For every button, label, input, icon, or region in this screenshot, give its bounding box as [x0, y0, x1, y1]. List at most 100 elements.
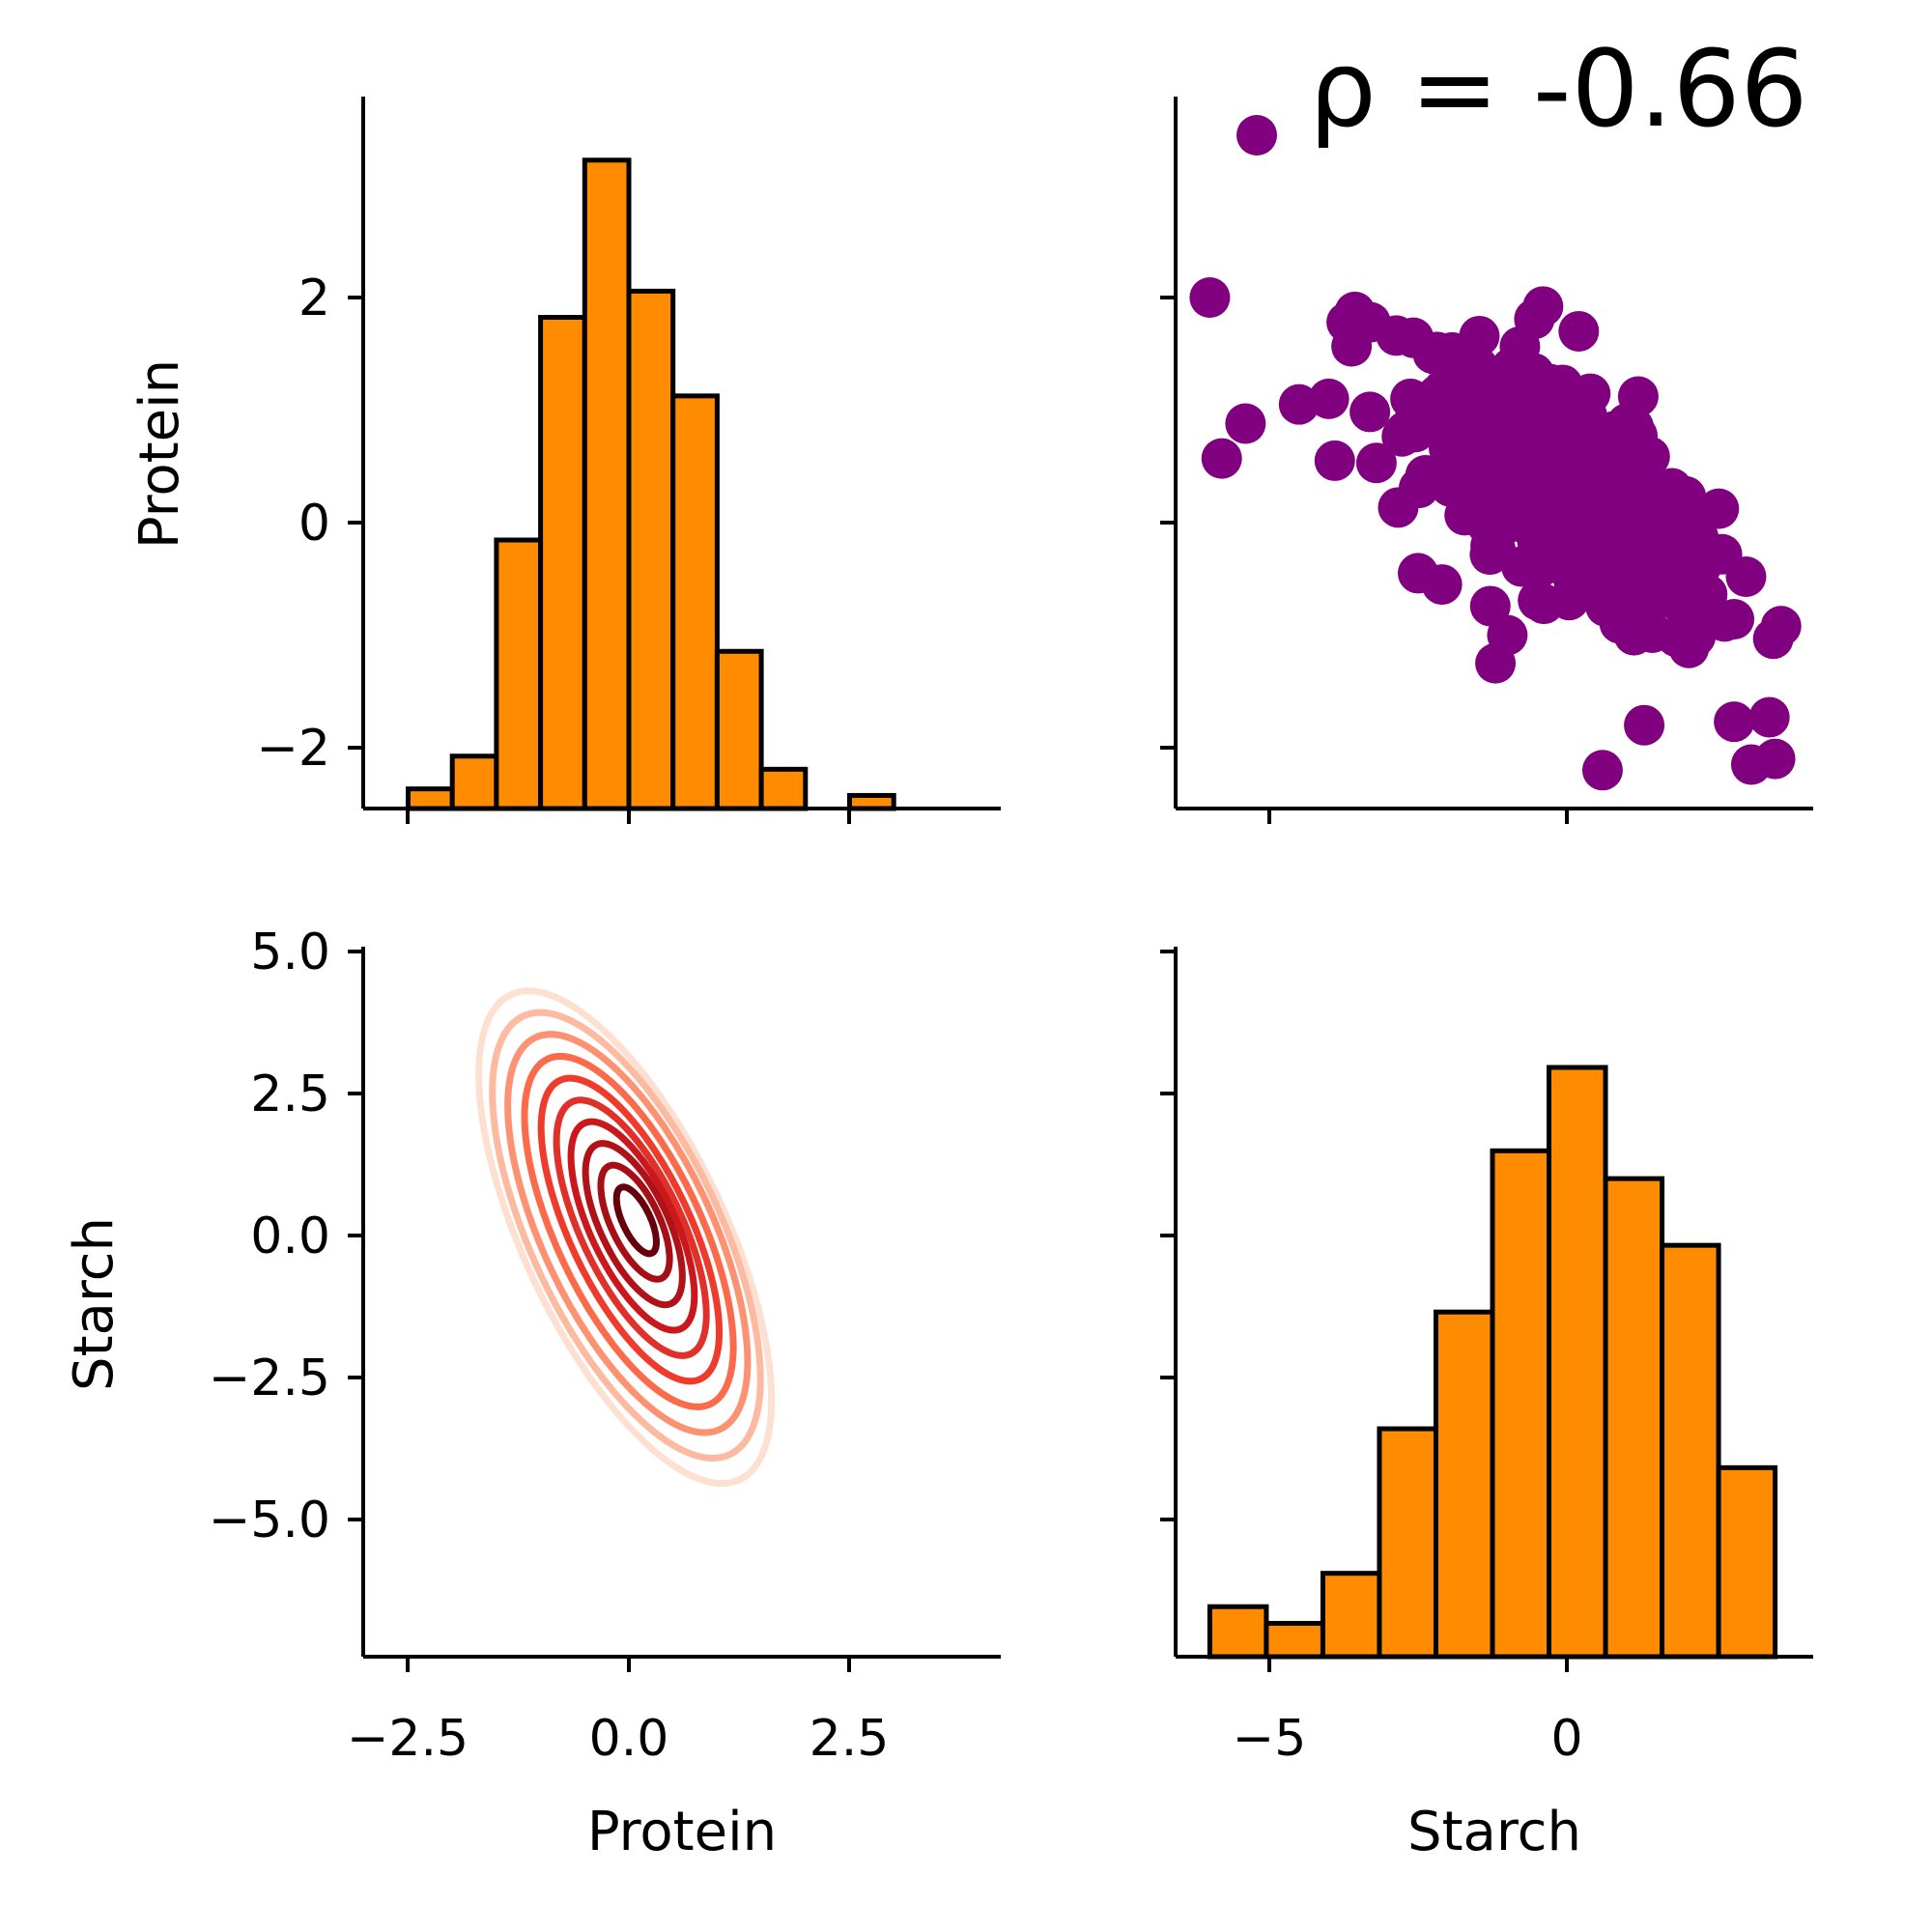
scatter-point [1760, 606, 1802, 647]
bl-xtick-label-2: 0.0 [589, 1710, 669, 1768]
starch-hist-bar [1433, 1309, 1495, 1660]
scatter-point [1381, 415, 1423, 457]
scatter-point [1398, 553, 1438, 594]
scatter-point [1518, 580, 1559, 621]
scatter-point [1487, 614, 1528, 656]
kde-contour-line [553, 1096, 710, 1359]
starch-y-axis-title: Starch [63, 1217, 126, 1391]
scatter-point [1714, 599, 1755, 640]
kde-contour-line [567, 1118, 698, 1334]
scatter-point [1629, 436, 1670, 477]
scatter-point [1350, 391, 1391, 433]
starch-hist-bar [1603, 1176, 1665, 1660]
scatter-point [1601, 509, 1642, 551]
scatter-point [1433, 350, 1474, 391]
protein-histogram-panel: 2 0 −2 Protein [128, 97, 1001, 824]
kde-contour-line [597, 1161, 673, 1283]
tl-ytick-label-2: 0 [298, 495, 330, 553]
protein-hist-bar [714, 648, 764, 811]
starch-hist-bar [1490, 1148, 1552, 1660]
protein-histogram-bars [406, 157, 896, 811]
br-xtick-label-2: 0 [1550, 1710, 1582, 1768]
scatter-point [1714, 701, 1755, 743]
scatter-point [1225, 403, 1266, 444]
scatter-point [1680, 547, 1721, 588]
protein-hist-bar [406, 786, 455, 811]
scatter-point [1698, 488, 1740, 529]
bl-ytick-label-1: 5.0 [250, 923, 330, 981]
scatter-point [1314, 440, 1355, 481]
scatter-point [1640, 548, 1682, 589]
protein-hist-bar [626, 288, 676, 811]
scatter-point [1748, 696, 1790, 738]
scatter-point [1201, 438, 1242, 479]
starch-hist-bar [1716, 1464, 1778, 1660]
scatter-point [1548, 452, 1590, 494]
rho-legend-marker [1236, 115, 1277, 156]
scatter-point [1502, 438, 1544, 479]
scatter-point [1661, 583, 1702, 625]
starch-hist-bar [1264, 1620, 1325, 1660]
bl-ytick-label-3: 0.0 [250, 1208, 330, 1265]
starch-histogram-panel: −5 0 Starch [1160, 947, 1813, 1863]
scatter-point [1522, 286, 1564, 327]
scatter-point [1447, 396, 1489, 438]
starch-hist-bar [1547, 1065, 1608, 1660]
kde-contour-line [582, 1140, 686, 1309]
kde-contour-line [537, 1074, 724, 1385]
scatter-point [1570, 373, 1611, 414]
kde-contours [475, 987, 776, 1488]
protein-hist-bar [670, 393, 720, 811]
scatter-point [1378, 487, 1419, 528]
scatter-point [1484, 500, 1525, 542]
correlation-annotation: ρ = -0.66 [1309, 27, 1808, 151]
bl-ytick-label-2: 2.5 [250, 1065, 330, 1123]
scatter-point [1390, 378, 1432, 419]
scatter-point [1189, 277, 1231, 318]
scatter-point [1472, 453, 1514, 495]
protein-x-axis-title: Protein [587, 1801, 777, 1863]
starch-hist-bar [1207, 1604, 1269, 1660]
scatter-points [1189, 277, 1802, 791]
starch-hist-bar [1320, 1571, 1382, 1660]
tl-ytick-label-1: 2 [298, 270, 330, 327]
kde-contour-line [612, 1183, 660, 1258]
starch-histogram-bars [1207, 1065, 1778, 1660]
bl-ytick-label-4: −2.5 [209, 1350, 330, 1407]
bl-xtick-label-1: −2.5 [347, 1710, 469, 1768]
scatter-point [1658, 477, 1699, 519]
bl-xtick-label-3: 2.5 [810, 1710, 890, 1768]
scatter-point [1656, 616, 1697, 658]
protein-hist-bar [758, 766, 809, 811]
tl-x-ticks [406, 809, 851, 824]
scatter-panel: ρ = -0.66 [1160, 27, 1813, 824]
kde-contour-line [504, 1031, 752, 1436]
scatter-point [1581, 750, 1623, 791]
scatter-point [1350, 301, 1391, 343]
kde-contour-line [521, 1052, 737, 1410]
scatter-point [1429, 446, 1470, 488]
scatter-point [1730, 744, 1772, 785]
scatter-point [1624, 704, 1665, 746]
bl-ytick-label-5: −5.0 [209, 1492, 330, 1549]
starch-hist-bar [1660, 1242, 1721, 1660]
protein-hist-bar [582, 157, 632, 811]
protein-y-axis-title: Protein [128, 359, 191, 549]
protein-hist-bar [494, 537, 544, 811]
kde-contour-panel: −2.5 0.0 2.5 5.0 2.5 0.0 −2.5 −5.0 Starc… [63, 923, 1001, 1863]
starch-x-axis-title: Starch [1407, 1801, 1581, 1863]
scatter-point [1725, 556, 1767, 598]
protein-hist-bar [538, 315, 587, 811]
kde-contour-line [475, 987, 776, 1488]
protein-hist-bar [847, 792, 896, 811]
scatter-point [1489, 353, 1530, 394]
kde-contour-line [489, 1009, 764, 1462]
tl-y-ticks: 2 0 −2 [256, 270, 363, 778]
scatter-point [1537, 538, 1578, 580]
scatter-point [1355, 442, 1397, 484]
tl-ytick-label-3: −2 [256, 720, 330, 778]
starch-hist-bar [1377, 1426, 1438, 1660]
scatter-point [1617, 376, 1659, 417]
scatter-point [1558, 310, 1600, 352]
